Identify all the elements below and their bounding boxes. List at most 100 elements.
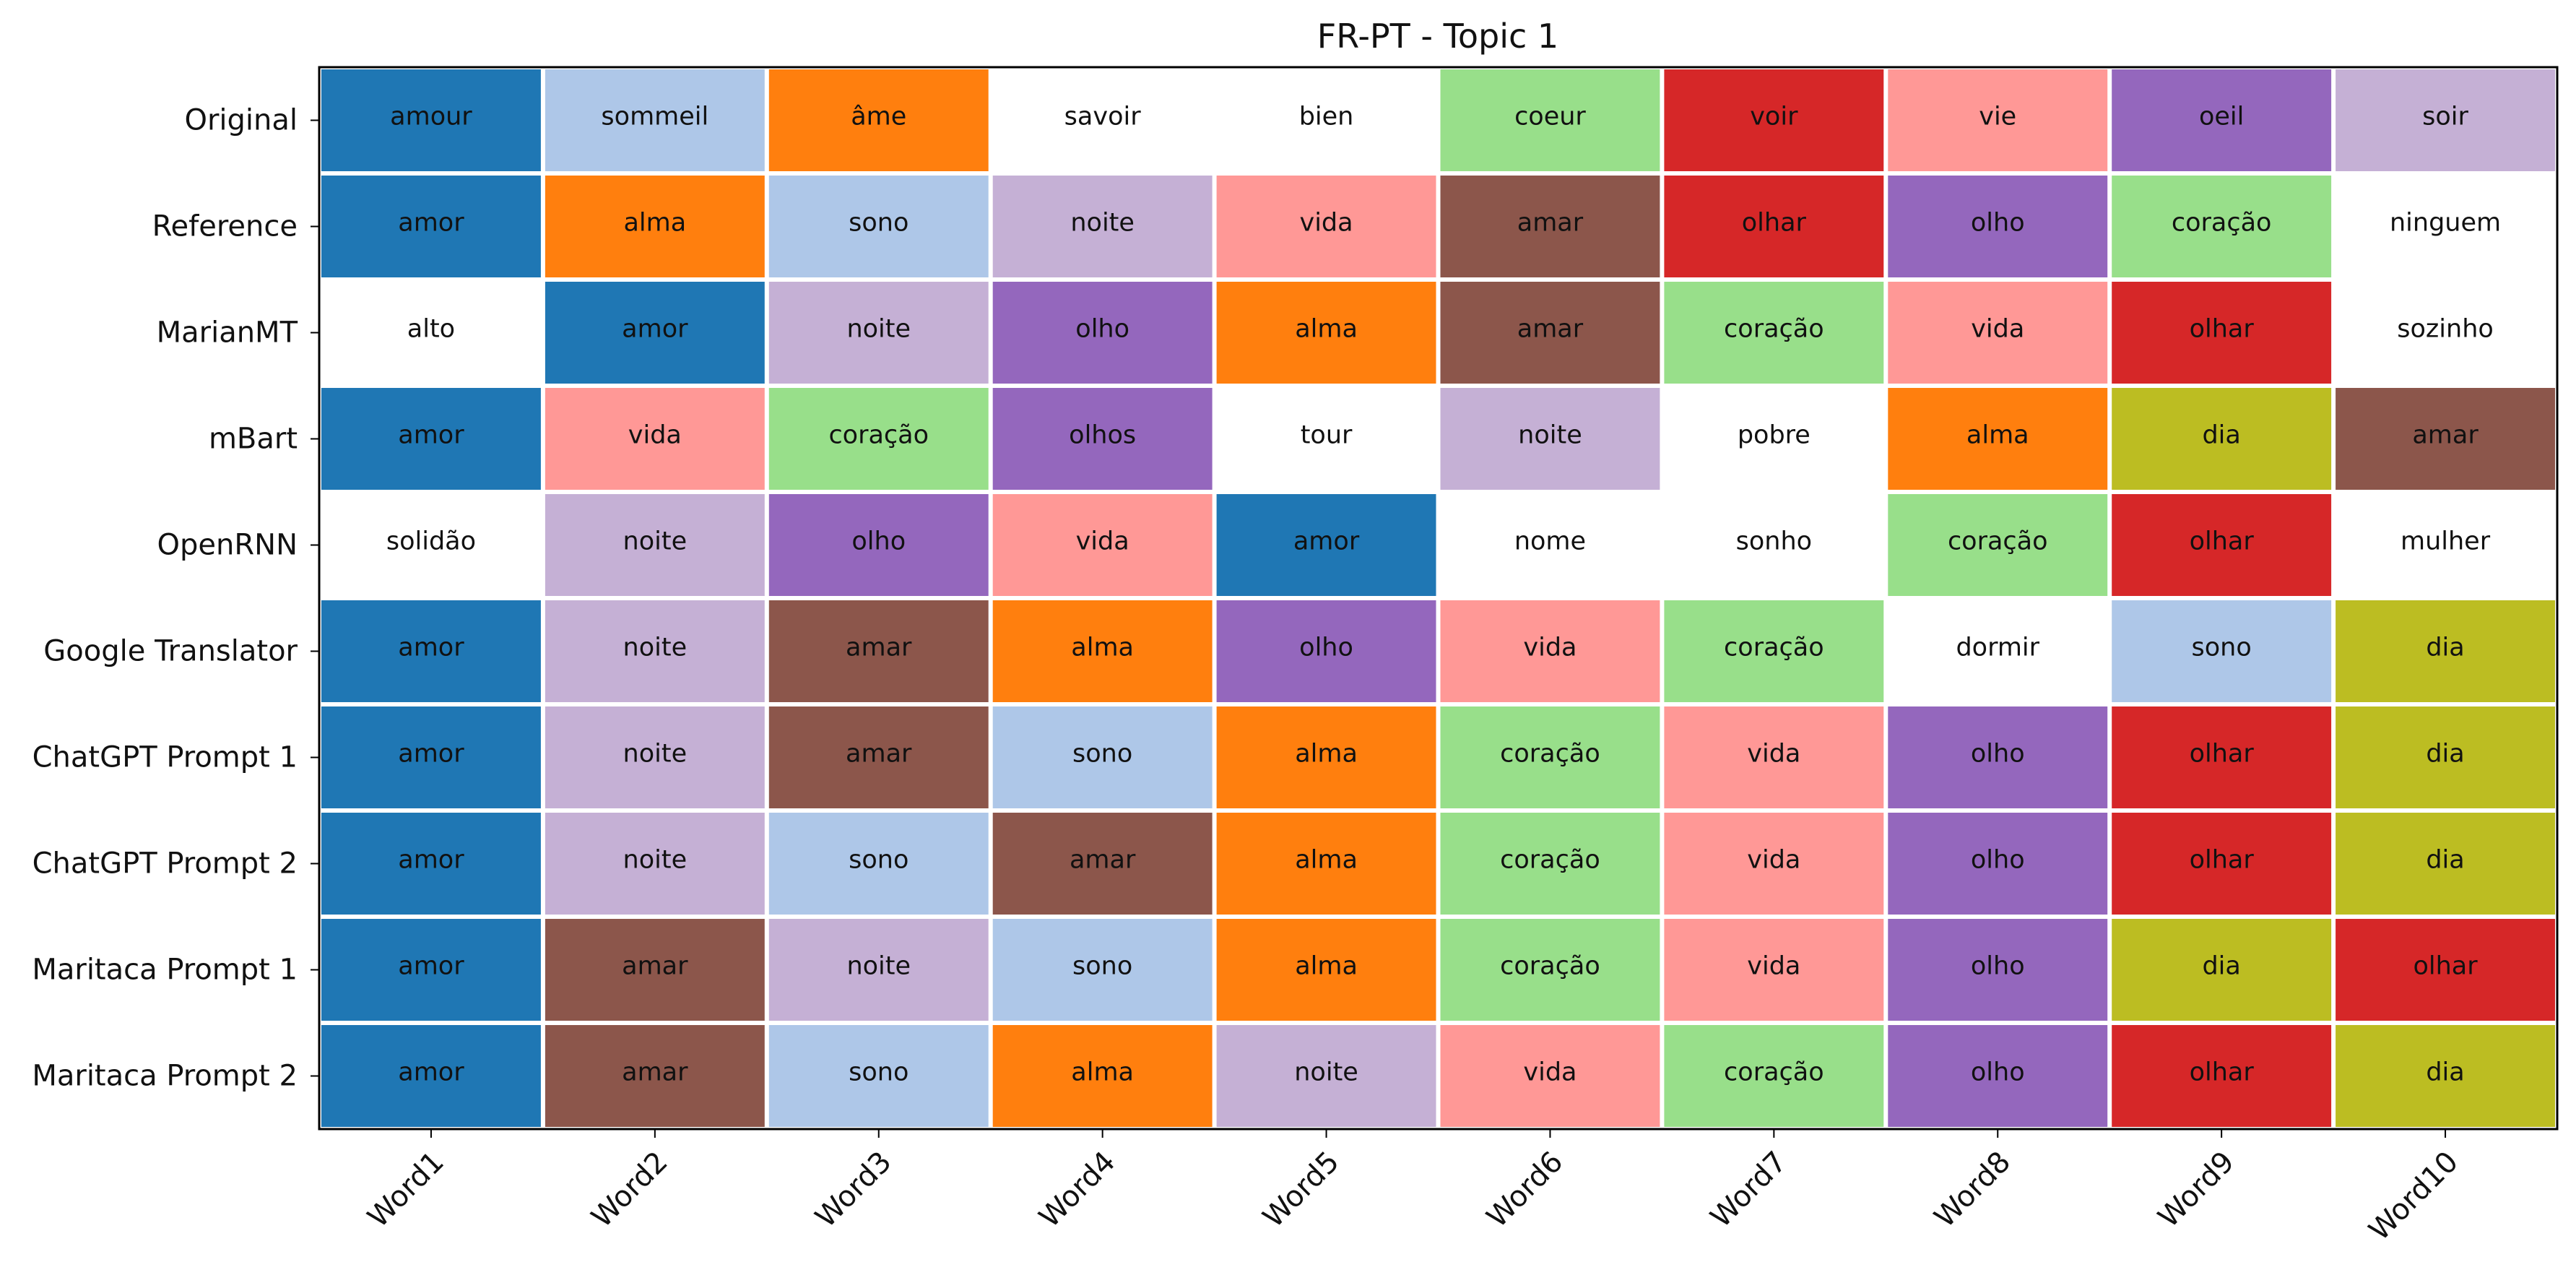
cell-bg-0-4 (1216, 69, 1436, 171)
cell-word: noite (1294, 1058, 1358, 1087)
cell-bg-8-0 (321, 919, 541, 1021)
cell-bg-7-5 (1440, 813, 1660, 915)
cell-2-8: olhar (2112, 282, 2332, 384)
cell-bg-4-7 (1888, 494, 2108, 596)
cell-bg-1-2 (768, 176, 989, 277)
cell-9-3: alma (992, 1025, 1213, 1127)
cell-1-5: amar (1440, 176, 1660, 277)
cell-bg-2-8 (2112, 282, 2332, 384)
cell-2-5: amar (1440, 282, 1660, 384)
cell-word: vida (628, 421, 682, 450)
cell-word: olho (1971, 952, 2025, 981)
cell-word: noite (623, 527, 688, 556)
cell-word: alma (1071, 634, 1134, 662)
cell-8-6: vida (1664, 919, 1884, 1021)
cell-bg-9-5 (1440, 1025, 1660, 1127)
cell-word: dia (2426, 634, 2464, 662)
cell-8-0: amor (321, 919, 541, 1021)
cell-word: coração (828, 421, 929, 450)
column-label: Word2 (585, 1145, 674, 1234)
cell-word: pobre (1738, 421, 1810, 450)
cell-word: amor (398, 421, 464, 450)
cell-bg-7-7 (1888, 813, 2108, 915)
cell-word: vida (1971, 315, 2024, 344)
cell-8-8: dia (2112, 919, 2332, 1021)
cell-word: olho (1971, 209, 2025, 238)
cell-bg-8-6 (1664, 919, 1884, 1021)
column-label: Word1 (362, 1145, 451, 1234)
cell-bg-9-7 (1888, 1025, 2108, 1127)
cell-word: olho (1075, 315, 1129, 344)
cell-6-4: alma (1216, 706, 1436, 808)
row-label: Reference (152, 210, 298, 243)
cell-bg-2-7 (1888, 282, 2108, 384)
cell-word: alma (623, 209, 686, 238)
cell-word: vida (1523, 634, 1577, 662)
cell-9-1: amar (545, 1025, 765, 1127)
cell-bg-8-1 (545, 919, 765, 1021)
cell-bg-4-3 (992, 494, 1213, 596)
cell-1-6: olhar (1664, 176, 1884, 277)
cell-bg-7-1 (545, 813, 765, 915)
column-label: Word3 (809, 1145, 898, 1234)
cell-0-8: oeil (2112, 69, 2332, 171)
cell-bg-5-2 (768, 600, 989, 702)
cell-word: amor (1293, 527, 1360, 556)
cell-bg-6-0 (321, 706, 541, 808)
cell-bg-7-2 (768, 813, 989, 915)
cell-bg-0-5 (1440, 69, 1660, 171)
cell-6-9: dia (2336, 706, 2555, 808)
cell-bg-7-8 (2112, 813, 2332, 915)
cell-1-4: vida (1216, 176, 1436, 277)
cell-bg-6-3 (992, 706, 1213, 808)
cell-bg-2-0 (321, 282, 541, 384)
cell-4-9: mulher (2336, 494, 2555, 596)
cell-bg-0-2 (768, 69, 989, 171)
cell-bg-8-7 (1888, 919, 2108, 1021)
cell-bg-9-2 (768, 1025, 989, 1127)
cell-bg-3-4 (1216, 388, 1436, 490)
cell-4-0: solidão (321, 494, 541, 596)
column-label: Word8 (1928, 1145, 2017, 1234)
column-label: Word5 (1257, 1145, 1345, 1234)
cell-0-9: soir (2336, 69, 2555, 171)
cell-bg-2-6 (1664, 282, 1884, 384)
cell-word: olhar (2190, 527, 2255, 556)
cell-4-3: vida (992, 494, 1213, 596)
cell-1-8: coração (2112, 176, 2332, 277)
cell-word: coração (1500, 846, 1600, 875)
cell-word: savoir (1064, 103, 1142, 131)
cell-word: noite (623, 740, 688, 769)
cell-word: amor (398, 634, 464, 662)
cell-word: alto (407, 315, 455, 344)
cell-bg-4-2 (768, 494, 989, 596)
cell-4-6: sonho (1664, 494, 1884, 596)
cell-bg-2-1 (545, 282, 765, 384)
cell-2-7: vida (1888, 282, 2108, 384)
cell-0-1: sommeil (545, 69, 765, 171)
cell-bg-1-1 (545, 176, 765, 277)
cell-word: voir (1750, 103, 1798, 131)
cell-bg-0-1 (545, 69, 765, 171)
cell-bg-6-7 (1888, 706, 2108, 808)
cell-5-6: coração (1664, 600, 1884, 702)
row-label: Google Translator (43, 635, 298, 668)
cell-word: dia (2426, 740, 2464, 769)
cell-bg-5-6 (1664, 600, 1884, 702)
cell-word: coração (1948, 527, 2048, 556)
cell-bg-9-8 (2112, 1025, 2332, 1127)
cell-9-9: dia (2336, 1025, 2555, 1127)
cell-word: dia (2426, 846, 2464, 875)
cell-1-1: alma (545, 176, 765, 277)
cell-bg-4-1 (545, 494, 765, 596)
cell-9-0: amor (321, 1025, 541, 1127)
cell-bg-9-0 (321, 1025, 541, 1127)
cell-word: vida (1523, 1058, 1577, 1087)
cell-7-3: amar (992, 813, 1213, 915)
cell-bg-5-3 (992, 600, 1213, 702)
cell-7-0: amor (321, 813, 541, 915)
cell-bg-6-2 (768, 706, 989, 808)
cell-bg-2-2 (768, 282, 989, 384)
cell-bg-6-6 (1664, 706, 1884, 808)
cell-3-5: noite (1440, 388, 1660, 490)
